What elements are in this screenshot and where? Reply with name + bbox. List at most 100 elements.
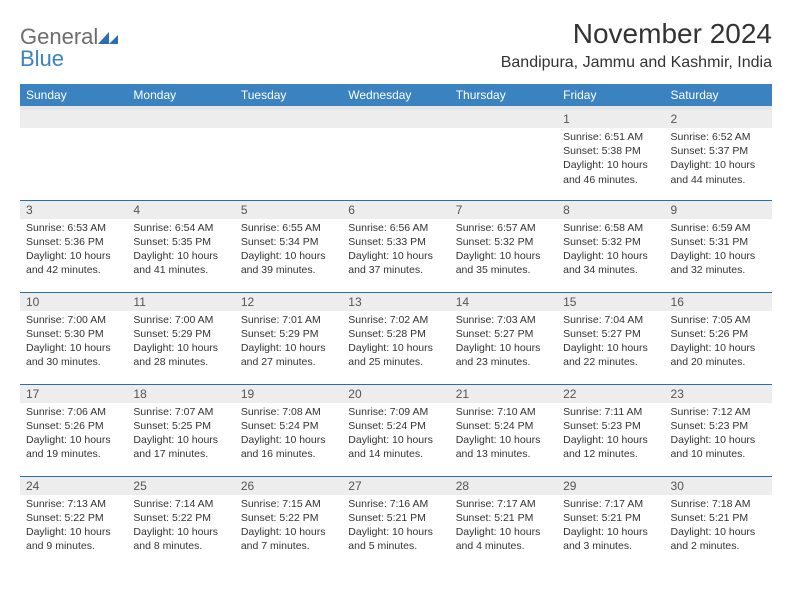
- day-cell: 8Sunrise: 6:58 AMSunset: 5:32 PMDaylight…: [557, 200, 664, 292]
- day-cell: 21Sunrise: 7:10 AMSunset: 5:24 PMDayligh…: [450, 384, 557, 476]
- day-body: Sunrise: 7:06 AMSunset: 5:26 PMDaylight:…: [20, 403, 127, 466]
- day-header: Thursday: [450, 84, 557, 108]
- day-number: 17: [20, 385, 127, 403]
- week-row: 17Sunrise: 7:06 AMSunset: 5:26 PMDayligh…: [20, 384, 772, 476]
- day-cell: 13Sunrise: 7:02 AMSunset: 5:28 PMDayligh…: [342, 292, 449, 384]
- day-header: Friday: [557, 84, 664, 108]
- logo: General Blue: [20, 26, 120, 70]
- week-row: 10Sunrise: 7:00 AMSunset: 5:30 PMDayligh…: [20, 292, 772, 384]
- day-header: Tuesday: [235, 84, 342, 108]
- day-body: Sunrise: 6:52 AMSunset: 5:37 PMDaylight:…: [665, 128, 772, 191]
- day-cell: 3Sunrise: 6:53 AMSunset: 5:36 PMDaylight…: [20, 200, 127, 292]
- location-text: Bandipura, Jammu and Kashmir, India: [501, 54, 772, 72]
- day-cell: 4Sunrise: 6:54 AMSunset: 5:35 PMDaylight…: [127, 200, 234, 292]
- day-number-empty: [450, 110, 557, 128]
- day-cell: 17Sunrise: 7:06 AMSunset: 5:26 PMDayligh…: [20, 384, 127, 476]
- day-body: Sunrise: 6:54 AMSunset: 5:35 PMDaylight:…: [127, 219, 234, 282]
- page: General Blue November 2024 Bandipura, Ja…: [0, 0, 792, 568]
- day-number: 10: [20, 293, 127, 311]
- day-number-empty: [127, 110, 234, 128]
- day-number: 12: [235, 293, 342, 311]
- week-row: 24Sunrise: 7:13 AMSunset: 5:22 PMDayligh…: [20, 476, 772, 568]
- day-cell: 19Sunrise: 7:08 AMSunset: 5:24 PMDayligh…: [235, 384, 342, 476]
- day-body: Sunrise: 7:03 AMSunset: 5:27 PMDaylight:…: [450, 311, 557, 374]
- day-body: Sunrise: 7:01 AMSunset: 5:29 PMDaylight:…: [235, 311, 342, 374]
- day-cell: 10Sunrise: 7:00 AMSunset: 5:30 PMDayligh…: [20, 292, 127, 384]
- day-body: Sunrise: 6:57 AMSunset: 5:32 PMDaylight:…: [450, 219, 557, 282]
- day-number: 3: [20, 201, 127, 219]
- header: General Blue November 2024 Bandipura, Ja…: [20, 18, 772, 74]
- day-cell: 15Sunrise: 7:04 AMSunset: 5:27 PMDayligh…: [557, 292, 664, 384]
- day-number: 7: [450, 201, 557, 219]
- day-number: 9: [665, 201, 772, 219]
- day-cell: [20, 108, 127, 200]
- day-header-row: SundayMondayTuesdayWednesdayThursdayFrid…: [20, 84, 772, 108]
- day-number: 15: [557, 293, 664, 311]
- day-header: Sunday: [20, 84, 127, 108]
- month-title: November 2024: [501, 18, 772, 50]
- day-cell: 25Sunrise: 7:14 AMSunset: 5:22 PMDayligh…: [127, 476, 234, 568]
- day-number-empty: [20, 110, 127, 128]
- day-number: 4: [127, 201, 234, 219]
- day-number: 19: [235, 385, 342, 403]
- day-number: 21: [450, 385, 557, 403]
- day-number: 16: [665, 293, 772, 311]
- logo-text-block: General Blue: [20, 26, 120, 70]
- day-cell: 7Sunrise: 6:57 AMSunset: 5:32 PMDaylight…: [450, 200, 557, 292]
- day-cell: 24Sunrise: 7:13 AMSunset: 5:22 PMDayligh…: [20, 476, 127, 568]
- day-body: Sunrise: 7:08 AMSunset: 5:24 PMDaylight:…: [235, 403, 342, 466]
- day-number: 29: [557, 477, 664, 495]
- logo-word-blue: Blue: [20, 48, 120, 70]
- day-cell: 2Sunrise: 6:52 AMSunset: 5:37 PMDaylight…: [665, 108, 772, 200]
- day-number: 24: [20, 477, 127, 495]
- day-number: 1: [557, 110, 664, 128]
- day-body: Sunrise: 7:04 AMSunset: 5:27 PMDaylight:…: [557, 311, 664, 374]
- day-body: Sunrise: 7:18 AMSunset: 5:21 PMDaylight:…: [665, 495, 772, 558]
- day-body: Sunrise: 7:16 AMSunset: 5:21 PMDaylight:…: [342, 495, 449, 558]
- day-cell: 9Sunrise: 6:59 AMSunset: 5:31 PMDaylight…: [665, 200, 772, 292]
- day-body: Sunrise: 6:53 AMSunset: 5:36 PMDaylight:…: [20, 219, 127, 282]
- day-number: 6: [342, 201, 449, 219]
- day-body: Sunrise: 6:58 AMSunset: 5:32 PMDaylight:…: [557, 219, 664, 282]
- day-number: 25: [127, 477, 234, 495]
- day-body: Sunrise: 7:09 AMSunset: 5:24 PMDaylight:…: [342, 403, 449, 466]
- day-header: Monday: [127, 84, 234, 108]
- day-cell: [235, 108, 342, 200]
- day-header: Wednesday: [342, 84, 449, 108]
- day-cell: [127, 108, 234, 200]
- day-body: Sunrise: 7:14 AMSunset: 5:22 PMDaylight:…: [127, 495, 234, 558]
- day-cell: 20Sunrise: 7:09 AMSunset: 5:24 PMDayligh…: [342, 384, 449, 476]
- day-cell: 23Sunrise: 7:12 AMSunset: 5:23 PMDayligh…: [665, 384, 772, 476]
- day-cell: 6Sunrise: 6:56 AMSunset: 5:33 PMDaylight…: [342, 200, 449, 292]
- day-body: Sunrise: 7:05 AMSunset: 5:26 PMDaylight:…: [665, 311, 772, 374]
- day-number: 2: [665, 110, 772, 128]
- day-number: 26: [235, 477, 342, 495]
- calendar-table: SundayMondayTuesdayWednesdayThursdayFrid…: [20, 84, 772, 568]
- day-cell: [450, 108, 557, 200]
- day-number-empty: [235, 110, 342, 128]
- day-body: Sunrise: 6:55 AMSunset: 5:34 PMDaylight:…: [235, 219, 342, 282]
- day-cell: 14Sunrise: 7:03 AMSunset: 5:27 PMDayligh…: [450, 292, 557, 384]
- day-body: Sunrise: 6:51 AMSunset: 5:38 PMDaylight:…: [557, 128, 664, 191]
- day-body: Sunrise: 7:00 AMSunset: 5:29 PMDaylight:…: [127, 311, 234, 374]
- title-block: November 2024 Bandipura, Jammu and Kashm…: [501, 18, 772, 74]
- day-body: Sunrise: 7:15 AMSunset: 5:22 PMDaylight:…: [235, 495, 342, 558]
- day-body: Sunrise: 7:11 AMSunset: 5:23 PMDaylight:…: [557, 403, 664, 466]
- day-number: 20: [342, 385, 449, 403]
- day-cell: [342, 108, 449, 200]
- day-body: Sunrise: 7:07 AMSunset: 5:25 PMDaylight:…: [127, 403, 234, 466]
- day-cell: 11Sunrise: 7:00 AMSunset: 5:29 PMDayligh…: [127, 292, 234, 384]
- day-cell: 18Sunrise: 7:07 AMSunset: 5:25 PMDayligh…: [127, 384, 234, 476]
- day-number: 30: [665, 477, 772, 495]
- day-number: 14: [450, 293, 557, 311]
- week-row: 3Sunrise: 6:53 AMSunset: 5:36 PMDaylight…: [20, 200, 772, 292]
- day-number-empty: [342, 110, 449, 128]
- day-body: Sunrise: 7:17 AMSunset: 5:21 PMDaylight:…: [450, 495, 557, 558]
- day-cell: 30Sunrise: 7:18 AMSunset: 5:21 PMDayligh…: [665, 476, 772, 568]
- day-body: Sunrise: 6:56 AMSunset: 5:33 PMDaylight:…: [342, 219, 449, 282]
- day-number: 28: [450, 477, 557, 495]
- day-body: Sunrise: 7:10 AMSunset: 5:24 PMDaylight:…: [450, 403, 557, 466]
- day-cell: 12Sunrise: 7:01 AMSunset: 5:29 PMDayligh…: [235, 292, 342, 384]
- day-body: Sunrise: 7:12 AMSunset: 5:23 PMDaylight:…: [665, 403, 772, 466]
- day-header: Saturday: [665, 84, 772, 108]
